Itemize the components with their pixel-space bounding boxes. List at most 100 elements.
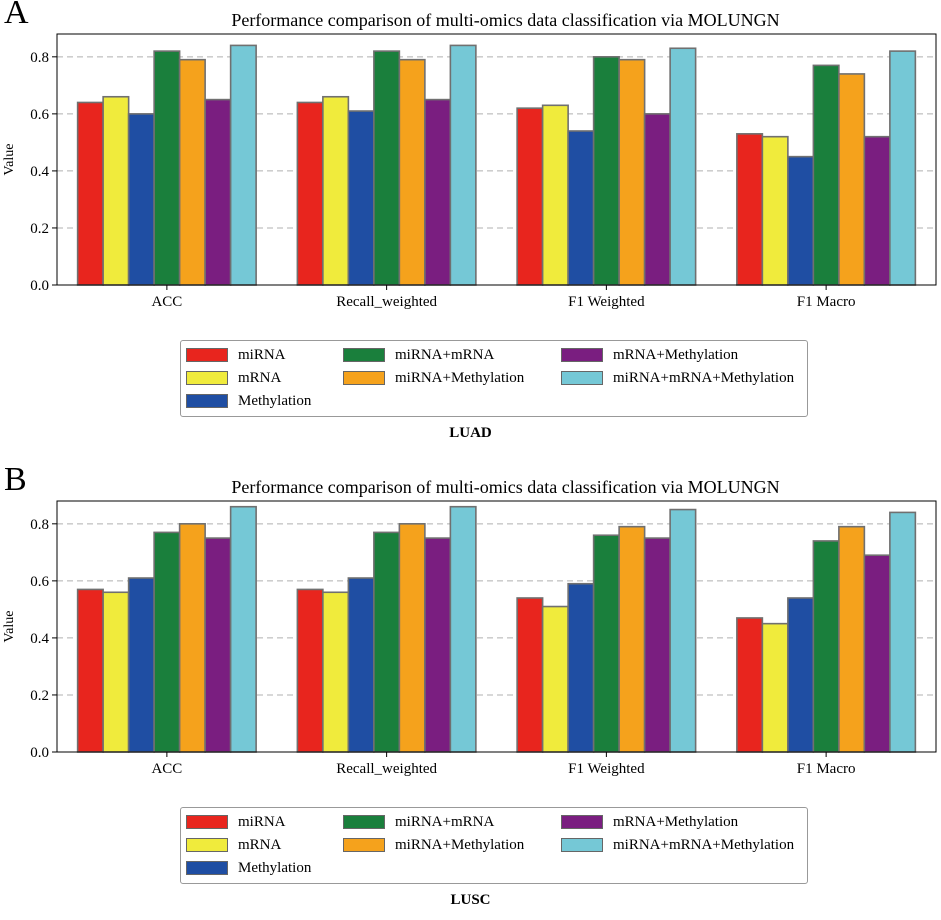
x-tick-label: F1 Weighted	[568, 761, 645, 777]
legend-label: Methylation	[238, 392, 312, 409]
legend-label: miRNA+mRNA	[395, 813, 495, 830]
y-tick-label: 0.2	[30, 221, 49, 237]
legend-swatch	[561, 815, 603, 829]
bar-mirna-acc	[76, 588, 104, 753]
y-tick-label: 0.0	[30, 745, 49, 761]
bar-mrna-methylation-recall-weighted	[424, 98, 452, 286]
legend-item-mirna-mrna-methylation: miRNA+mRNA+Methylation	[561, 369, 794, 387]
bar-mrna-methylation-f1-macro	[863, 135, 891, 286]
bar-mirna-methylation-recall-weighted	[398, 58, 426, 286]
bar-mirna-mrna-methylation-recall-weighted	[449, 44, 477, 286]
bar-mrna-acc	[102, 95, 130, 286]
y-tick-label: 0.6	[30, 107, 49, 123]
legend-swatch	[343, 815, 385, 829]
bar-methylation-acc	[127, 577, 155, 753]
bar-mirna-methylation-f1-macro	[838, 525, 866, 753]
bar-mrna-f1-macro	[761, 622, 789, 753]
bar-mrna-recall-weighted	[322, 95, 350, 286]
bar-mirna-mrna-methylation-acc	[229, 44, 257, 286]
bar-mirna-f1-weighted	[516, 107, 544, 286]
bar-mirna-methylation-f1-weighted	[618, 58, 646, 286]
bar-mirna-f1-weighted	[516, 597, 544, 753]
bar-methylation-recall-weighted	[347, 577, 375, 753]
x-tick-label: Recall_weighted	[336, 761, 437, 777]
y-tick-label: 0.4	[30, 164, 49, 180]
bar-methylation-acc	[127, 113, 155, 286]
bar-mirna-methylation-acc	[178, 58, 206, 286]
bar-chart-luad: 0.0 0.2 0.4 0.6 0.8 ACC Recall_weighted F1 Weig…	[2, 33, 937, 310]
x-tick-label: ACC	[151, 761, 182, 777]
y-tick-label: 0.8	[30, 517, 49, 533]
bar-mirna-mrna-methylation-f1-weighted	[669, 508, 697, 753]
y-tick-label: 0.0	[30, 278, 49, 294]
legend-item-mrna-methylation: mRNA+Methylation	[561, 346, 738, 364]
bar-mrna-recall-weighted	[322, 591, 350, 753]
bar-mirna-mrna-methylation-f1-macro	[889, 511, 917, 753]
bar-mrna-acc	[102, 591, 130, 753]
legend-item-methylation: Methylation	[186, 392, 311, 410]
legend-item-mirna-mrna: miRNA+mRNA	[343, 346, 494, 364]
bar-methylation-recall-weighted	[347, 110, 375, 286]
chart-title: Performance comparison of multi-omics da…	[231, 477, 780, 497]
bar-mirna-mrna-acc	[153, 531, 181, 753]
bar-mirna-mrna-f1-weighted	[592, 56, 620, 286]
legend-item-mrna: mRNA	[186, 369, 281, 387]
bar-mirna-acc	[76, 101, 104, 286]
legend-label: Methylation	[238, 859, 312, 876]
legend-label: miRNA+mRNA	[395, 346, 495, 363]
legend-label: miRNA+Methylation	[395, 369, 525, 386]
panel-letter: B	[4, 461, 27, 498]
legend-label: mRNA+Methylation	[613, 346, 739, 363]
legend-item-mirna: miRNA	[186, 813, 286, 831]
legend-label: miRNA+mRNA+Methylation	[613, 369, 795, 386]
bar-mirna-mrna-methylation-f1-macro	[889, 50, 917, 286]
legend-label: miRNA	[238, 346, 286, 363]
bar-mirna-f1-macro	[736, 133, 764, 286]
bar-mrna-methylation-acc	[204, 537, 232, 753]
legend-luad: miRNA mRNA Methylation miRNA+mRNA miRNA+…	[180, 340, 808, 417]
chart-panel-luad: A Performance comparison of multi-omics …	[0, 0, 941, 453]
bar-mirna-mrna-recall-weighted	[373, 531, 401, 753]
bar-mrna-f1-weighted	[541, 605, 569, 753]
bar-mirna-methylation-f1-macro	[838, 73, 866, 286]
chart-panel-lusc: B Performance comparison of multi-omics …	[0, 461, 941, 920]
bar-chart-lusc: 0.0 0.2 0.4 0.6 0.8 ACC Recall_weighted F1 Weig…	[2, 500, 937, 777]
bar-mrna-methylation-f1-macro	[863, 554, 891, 753]
panel-caption: LUAD	[449, 425, 492, 441]
legend-label: mRNA	[238, 836, 282, 853]
y-tick-label: 0.8	[30, 50, 49, 66]
plot-frame	[56, 500, 937, 753]
legend-lusc: miRNA mRNA Methylation miRNA+mRNA miRNA+…	[180, 807, 808, 884]
legend-swatch	[561, 348, 603, 362]
legend-item-mirna-mrna-methylation: miRNA+mRNA+Methylation	[561, 836, 794, 854]
y-tick-label: 0.2	[30, 688, 49, 704]
bar-mirna-mrna-methylation-acc	[229, 505, 257, 753]
y-tick-label: 0.4	[30, 631, 49, 647]
y-tick-label: 0.6	[30, 574, 49, 590]
legend-swatch	[561, 371, 603, 385]
legend-label: miRNA+mRNA+Methylation	[613, 836, 795, 853]
legend-label: miRNA+Methylation	[395, 836, 525, 853]
legend-swatch	[186, 371, 228, 385]
legend-item-mirna-methylation: miRNA+Methylation	[343, 369, 524, 387]
bar-mirna-methylation-acc	[178, 523, 206, 753]
bar-mirna-mrna-recall-weighted	[373, 50, 401, 286]
bar-mrna-f1-macro	[761, 135, 789, 286]
bar-mirna-mrna-f1-macro	[812, 64, 840, 286]
bar-mirna-f1-macro	[736, 617, 764, 753]
legend-item-mirna-methylation: miRNA+Methylation	[343, 836, 524, 854]
bar-mirna-methylation-f1-weighted	[618, 525, 646, 753]
bar-mirna-mrna-methylation-f1-weighted	[669, 47, 697, 286]
chart-title: Performance comparison of multi-omics da…	[231, 10, 780, 30]
bar-methylation-f1-macro	[787, 155, 815, 286]
legend-item-mrna: mRNA	[186, 836, 281, 854]
panel-letter: A	[4, 0, 29, 31]
legend-item-mirna: miRNA	[186, 346, 286, 364]
bar-mirna-methylation-recall-weighted	[398, 523, 426, 753]
panel-caption: LUSC	[450, 892, 491, 908]
legend-swatch	[343, 838, 385, 852]
plot-frame	[56, 33, 937, 286]
x-tick-label: F1 Weighted	[568, 294, 645, 310]
legend-swatch	[343, 348, 385, 362]
legend-swatch	[186, 838, 228, 852]
